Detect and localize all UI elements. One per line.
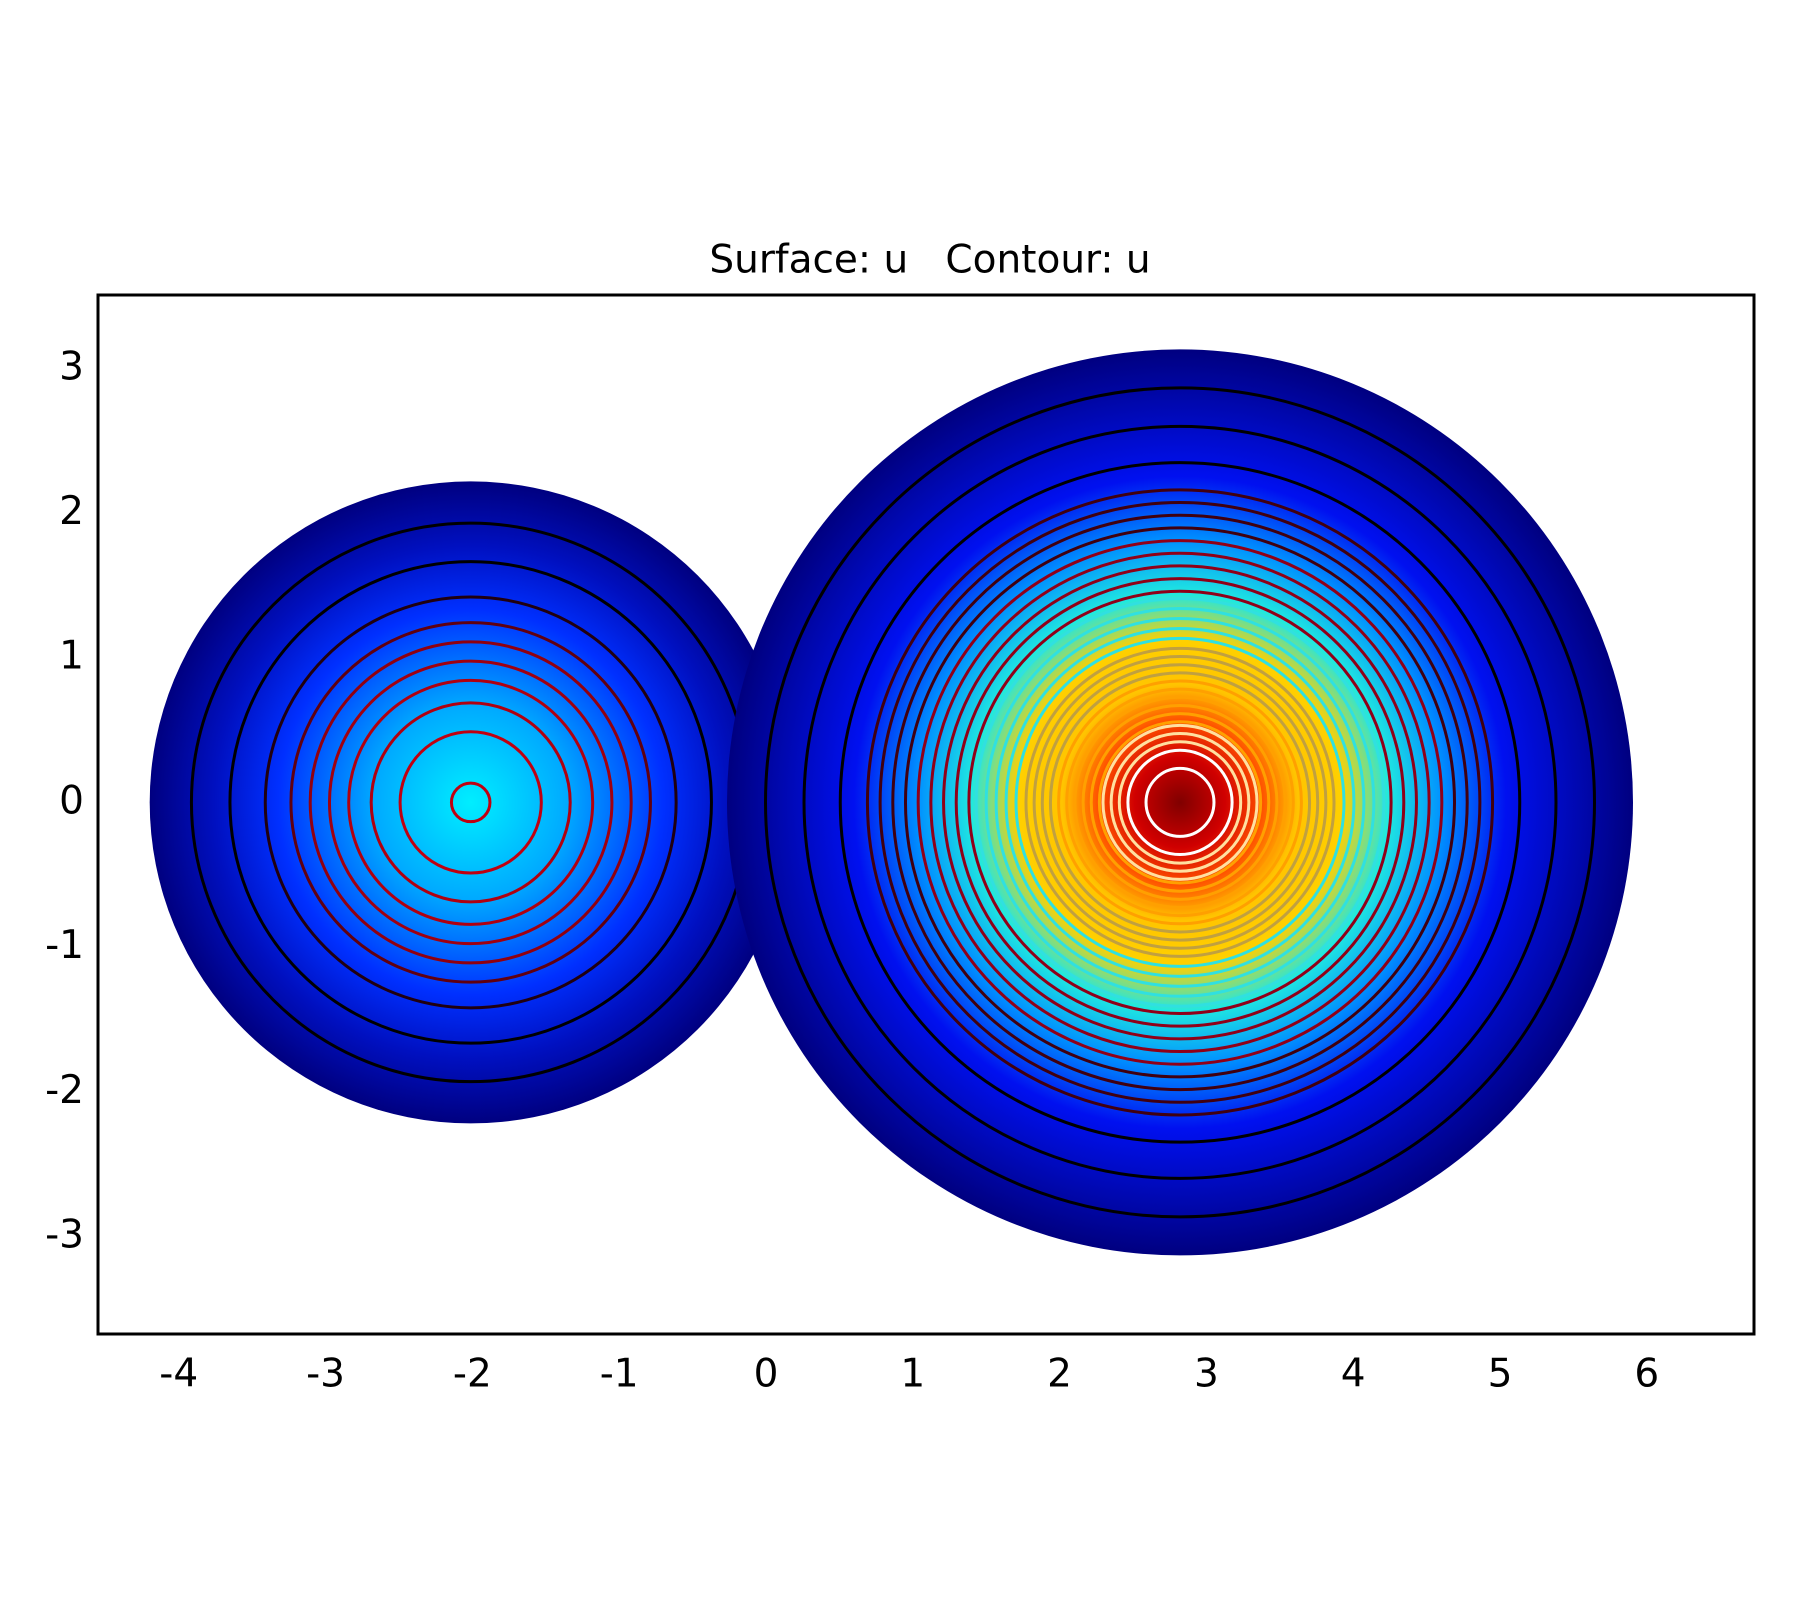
contour-line [1014, 636, 1346, 968]
contours-right [764, 386, 1596, 1219]
x-tick-label: 6 [1634, 1352, 1659, 1397]
contour-line [398, 730, 543, 875]
contour-line [974, 597, 1386, 1008]
contour-line [1097, 720, 1263, 885]
surface-left [149, 481, 792, 1124]
contour-line [802, 424, 1558, 1180]
y-tick-label: 3 [59, 344, 84, 389]
contour-line [263, 595, 678, 1010]
x-tick-label: -2 [453, 1352, 492, 1397]
contour-line [916, 539, 1444, 1066]
contour-line [929, 551, 1431, 1054]
contour-line [228, 560, 713, 1045]
contour-line [1117, 740, 1243, 865]
contour-line [1032, 655, 1328, 950]
contour-line [954, 577, 1406, 1028]
contour-line [1004, 626, 1356, 978]
y-tick-label: 0 [59, 778, 84, 823]
surface [149, 349, 1633, 1256]
contour-line [1144, 766, 1216, 838]
contour-line [1073, 695, 1287, 909]
contour-line [449, 781, 492, 824]
contour-line [327, 659, 614, 946]
x-tick-label: -3 [306, 1352, 345, 1397]
plot-frame [96, 293, 1756, 1336]
y-tick-label: 1 [59, 634, 84, 679]
contour-line [903, 526, 1457, 1079]
x-tick-label: 1 [900, 1352, 925, 1397]
contours-left [189, 521, 752, 1084]
x-tick-label: 2 [1047, 1352, 1072, 1397]
contour-line [994, 616, 1366, 988]
y-tick-label: -1 [45, 923, 84, 968]
contour-line [942, 564, 1418, 1041]
contour-line [1081, 703, 1279, 901]
contour-line [984, 607, 1376, 998]
contour-line [347, 678, 595, 926]
contour-line [289, 621, 652, 984]
contour-line [1040, 663, 1320, 942]
y-tick-label: 2 [59, 489, 84, 534]
contour-line [1057, 679, 1303, 926]
contour-line [308, 640, 633, 965]
x-tick-label: 3 [1194, 1352, 1219, 1397]
surface-right [727, 349, 1633, 1256]
y-tick-label: -2 [45, 1068, 84, 1113]
x-tick-label: 0 [754, 1352, 779, 1397]
x-tick-label: -1 [600, 1352, 639, 1397]
contour-line [838, 461, 1522, 1144]
contour-line [865, 488, 1495, 1117]
contour-line [764, 386, 1596, 1219]
contour-line [891, 513, 1469, 1092]
contour-line [1024, 646, 1336, 958]
contour-line [1101, 723, 1259, 881]
contour-line [1089, 712, 1271, 893]
contour-line [369, 701, 572, 904]
contour-line [1065, 687, 1295, 918]
contour-line [1126, 748, 1234, 856]
contour-line [967, 589, 1393, 1015]
contour-line [1048, 671, 1312, 934]
contour-line [878, 501, 1482, 1104]
y-tick-label: -3 [45, 1213, 84, 1258]
contour-line [1109, 732, 1251, 873]
x-tick-label: 4 [1341, 1352, 1366, 1397]
chart-title: Surface: u Contour: u [709, 238, 1150, 283]
x-tick-label: -4 [159, 1352, 198, 1397]
x-tick-label: 5 [1488, 1352, 1513, 1397]
